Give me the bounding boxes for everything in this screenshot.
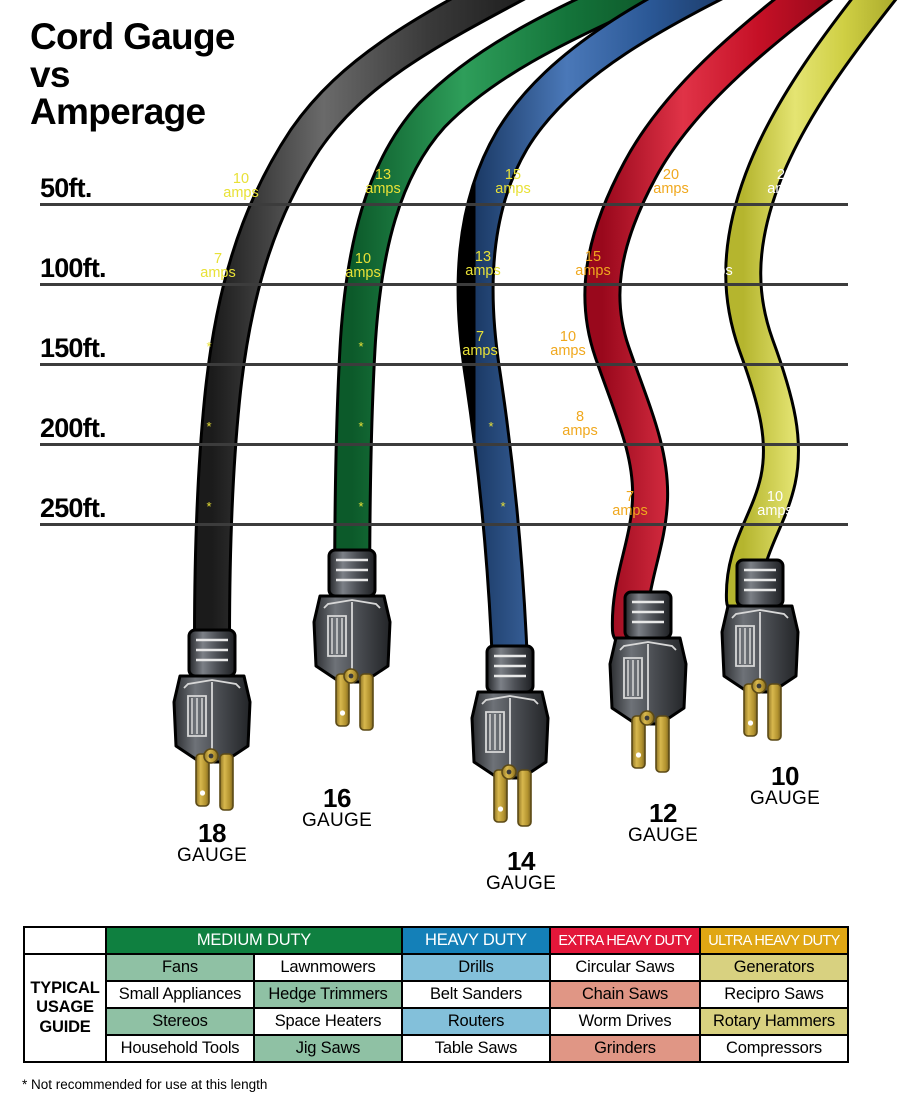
usage-cell: Table Saws: [401, 1034, 551, 1063]
usage-cell: Space Heaters: [253, 1007, 403, 1036]
footnote: * Not recommended for use at this length: [22, 1077, 268, 1092]
title-line-1: Cord Gauge: [30, 16, 235, 57]
row-label-200ft: 200ft.: [40, 413, 107, 443]
title-line-3: Amperage: [30, 91, 206, 133]
page-title: Cord Gauge vs Amperage: [30, 18, 360, 131]
usage-cell: Chain Saws: [549, 980, 701, 1009]
row-label-100ft: 100ft.: [40, 253, 107, 283]
usage-cell: Drills: [401, 953, 551, 982]
usage-cell: Worm Drives: [549, 1007, 701, 1036]
typical-usage-guide-table: MEDIUM DUTY HEAVY DUTY EXTRA HEAVY DUTY …: [23, 926, 849, 1063]
plug-12-gauge: [608, 590, 688, 773]
usage-cell: Grinders: [549, 1034, 701, 1063]
usage-cell: Belt Sanders: [401, 980, 551, 1009]
duty-header-extra-heavy: EXTRA HEAVY DUTY: [549, 926, 701, 955]
row-label-150ft: 150ft.: [40, 333, 107, 363]
usage-cell: Stereos: [105, 1007, 255, 1036]
table-row: Stereos Space Heaters Routers Worm Drive…: [24, 1007, 849, 1036]
gauge-label-16: 16 GAUGE: [301, 783, 373, 831]
usage-cell: Rotary Hammers: [699, 1007, 849, 1036]
usage-cell: Hedge Trimmers: [253, 980, 403, 1009]
gauge-label-14: 14 GAUGE: [485, 846, 557, 894]
row-label-250ft: 250ft.: [40, 493, 107, 523]
usage-cell: Jig Saws: [253, 1034, 403, 1063]
gauge-label-12: 12 GAUGE: [627, 798, 699, 846]
usage-cell: Small Appliances: [105, 980, 255, 1009]
duty-header-ultra-heavy: ULTRA HEAVY DUTY: [699, 926, 849, 955]
usage-cell: Routers: [401, 1007, 551, 1036]
duty-header-medium: MEDIUM DUTY: [105, 926, 403, 955]
gauge-label-18: 18 GAUGE: [176, 818, 248, 866]
title-line-2: vs: [30, 53, 70, 95]
table-header-row: MEDIUM DUTY HEAVY DUTY EXTRA HEAVY DUTY …: [23, 926, 849, 955]
gridline-50ft: [40, 203, 848, 206]
side-header-line-3: GUIDE: [39, 1017, 91, 1036]
usage-cell: Fans: [105, 953, 255, 982]
duty-header-heavy: HEAVY DUTY: [401, 926, 551, 955]
cord-16-gauge: [333, 0, 661, 667]
gridline-250ft: [40, 523, 848, 526]
table-row: TYPICAL USAGE GUIDE Fans Lawnmowers Dril…: [23, 953, 849, 1063]
gridline-150ft: [40, 363, 848, 366]
plug-10-gauge: [720, 558, 800, 741]
cord-10-gauge: [724, 0, 898, 619]
cord-14-gauge: [456, 0, 723, 684]
side-header-typical-usage-guide: TYPICAL USAGE GUIDE: [23, 953, 107, 1063]
plug-18-gauge: [172, 628, 252, 811]
plug-14-gauge: [470, 644, 550, 827]
usage-cell: Recipro Saws: [699, 980, 849, 1009]
gridline-200ft: [40, 443, 848, 446]
usage-cell: Lawnmowers: [253, 953, 403, 982]
usage-cell: Circular Saws: [549, 953, 701, 982]
gauge-label-10: 10 GAUGE: [749, 761, 821, 809]
plug-16-gauge: [312, 548, 392, 731]
row-label-50ft: 50ft.: [40, 173, 92, 203]
header-spacer: [23, 926, 107, 955]
side-header-line-1: TYPICAL: [30, 979, 100, 998]
gridline-100ft: [40, 283, 848, 286]
usage-cell: Compressors: [699, 1034, 849, 1063]
usage-cell: Household Tools: [105, 1034, 255, 1063]
table-row: Small Appliances Hedge Trimmers Belt San…: [24, 980, 849, 1009]
cord-chart: 50ft. 100ft. 150ft. 200ft. 250ft. 10 amps…: [40, 0, 898, 894]
cord-illustrations: [172, 0, 898, 827]
usage-cell: Generators: [699, 953, 849, 982]
side-header-line-2: USAGE: [36, 998, 94, 1017]
cord-18-gauge: [193, 0, 526, 659]
table-row: Household Tools Jig Saws Table Saws Grin…: [24, 1034, 849, 1063]
